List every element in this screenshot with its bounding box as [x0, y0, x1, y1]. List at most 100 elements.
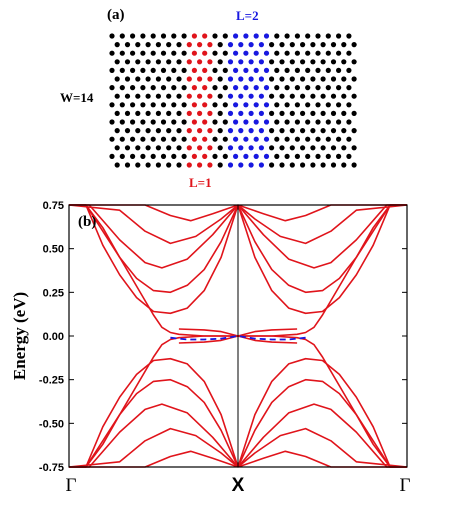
lattice-site [274, 50, 280, 56]
lattice-site [191, 119, 197, 125]
lattice-site [222, 102, 228, 108]
band-series-3 [68, 204, 239, 245]
band-series-9-mirror [237, 357, 407, 468]
lattice-site [238, 162, 244, 168]
lattice-sites [109, 33, 357, 168]
lattice-site [150, 136, 156, 142]
lattice-site [202, 67, 208, 73]
lattice-site [207, 76, 213, 82]
lattice-site [336, 119, 342, 125]
lattice-site [166, 128, 172, 134]
lattice-site [114, 59, 120, 65]
lattice-site [140, 67, 146, 73]
lattice-site [212, 153, 218, 159]
lattice-site [300, 162, 306, 168]
lattice-site [140, 85, 146, 91]
lattice-site [310, 128, 316, 134]
lattice-site [284, 136, 290, 142]
lattice-site [202, 136, 208, 142]
y-axis-label: Energy (eV) [10, 292, 29, 380]
lattice-site [315, 153, 321, 159]
lattice-site [181, 102, 187, 108]
lattice-site [300, 145, 306, 151]
lattice-site [176, 93, 182, 99]
lattice-site [315, 67, 321, 73]
band-series-11 [69, 403, 239, 468]
lattice-site [145, 128, 151, 134]
lattice-site [124, 59, 131, 65]
lattice-site [248, 59, 254, 65]
lattice-site [202, 102, 208, 108]
lattice-site [269, 145, 275, 151]
lattice-site [330, 59, 337, 65]
lattice-site [336, 102, 342, 108]
lattice-site [238, 42, 244, 48]
lattice-site [166, 145, 172, 151]
lattice-site [310, 110, 316, 116]
lattice-site [155, 162, 161, 168]
lattice-site [155, 93, 161, 99]
lattice-site [207, 42, 213, 48]
lattice-site [181, 153, 187, 159]
lattice-site [171, 85, 177, 91]
lattice-site [233, 33, 239, 39]
lattice-site [294, 33, 300, 39]
lattice-site [207, 145, 213, 151]
lattice-site [341, 76, 347, 82]
lattice-site [263, 33, 270, 39]
band-series-9 [69, 357, 239, 468]
lattice-site [243, 119, 249, 125]
lattice-site [109, 33, 115, 39]
lattice-site [243, 33, 249, 39]
lattice-site [197, 162, 203, 168]
band-series-10 [69, 378, 239, 468]
lattice-site [119, 85, 125, 91]
lattice-site [145, 145, 151, 151]
lattice-site [325, 119, 331, 125]
lattice-site [289, 162, 295, 168]
band-series-10-mirror [237, 378, 407, 468]
lattice-site [186, 128, 192, 134]
lattice-site [305, 119, 311, 125]
lattice-site [253, 119, 259, 125]
lattice-site [300, 76, 306, 82]
lattice-site [186, 59, 192, 65]
lattice-site [279, 76, 285, 82]
lattice-site [320, 110, 326, 116]
lattice-site [284, 50, 290, 56]
lattice-site [181, 85, 187, 91]
band-series-0-mirror [237, 204, 407, 315]
lattice-site [124, 93, 131, 99]
lattice-site [191, 33, 197, 39]
lattice-site [171, 102, 177, 108]
panel-a-label: (a) [107, 7, 125, 23]
lattice-site [145, 110, 151, 116]
lattice-site [114, 128, 120, 134]
lattice-site [279, 93, 285, 99]
lattice-site [212, 33, 218, 39]
lattice-site [243, 67, 249, 73]
lattice-site [114, 162, 120, 168]
lattice-site [207, 93, 213, 99]
lattice-site [160, 102, 167, 108]
lattice-site [269, 93, 275, 99]
lattice-site [305, 50, 311, 56]
lattice-site [305, 33, 311, 39]
lattice-site [217, 59, 223, 65]
lattice-site [330, 162, 337, 168]
lattice-site [233, 136, 239, 142]
band-series-0 [69, 204, 239, 315]
band-series-14 [170, 335, 239, 341]
lattice-site [222, 119, 228, 125]
lattice-site [351, 110, 357, 116]
lattice-site [181, 67, 187, 73]
lattice-site [258, 42, 264, 48]
lattice-site [279, 42, 285, 48]
lattice-site [269, 162, 275, 168]
lattice-site [119, 119, 125, 125]
lattice-site [222, 67, 228, 73]
lattice-site [336, 85, 342, 91]
lattice-site [202, 50, 208, 56]
lattice-site [171, 67, 177, 73]
